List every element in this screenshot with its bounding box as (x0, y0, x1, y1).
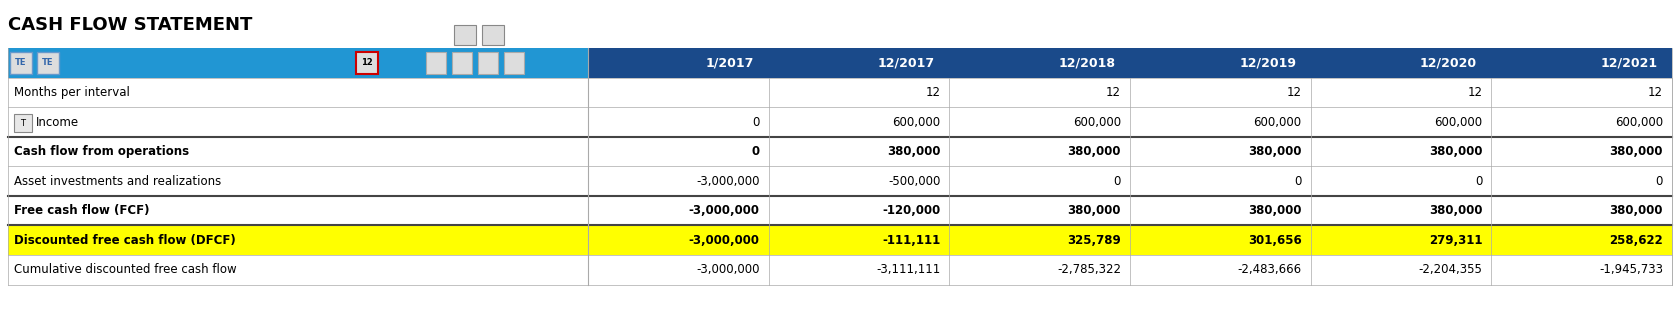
Text: 0: 0 (1294, 175, 1302, 188)
Text: 380,000: 380,000 (1067, 204, 1121, 217)
Text: -3,000,000: -3,000,000 (696, 175, 759, 188)
Text: 12/2017: 12/2017 (877, 56, 934, 69)
FancyBboxPatch shape (8, 78, 588, 108)
FancyBboxPatch shape (588, 137, 1672, 167)
Text: 301,656: 301,656 (1248, 234, 1302, 247)
Text: 0: 0 (1475, 175, 1482, 188)
FancyBboxPatch shape (13, 114, 32, 132)
Text: -111,111: -111,111 (882, 234, 941, 247)
Text: 1/2017: 1/2017 (706, 56, 754, 69)
Text: 380,000: 380,000 (1428, 204, 1482, 217)
Text: 258,622: 258,622 (1609, 234, 1663, 247)
Text: -2,204,355: -2,204,355 (1418, 263, 1482, 276)
FancyBboxPatch shape (454, 25, 475, 45)
FancyBboxPatch shape (588, 225, 1672, 255)
Text: -3,000,000: -3,000,000 (696, 263, 759, 276)
Text: 0: 0 (1114, 175, 1121, 188)
Text: 0: 0 (753, 116, 759, 129)
Text: -120,000: -120,000 (882, 204, 941, 217)
FancyBboxPatch shape (8, 108, 588, 137)
FancyBboxPatch shape (8, 167, 588, 196)
Text: 12: 12 (926, 86, 941, 99)
Text: 279,311: 279,311 (1428, 234, 1482, 247)
FancyBboxPatch shape (588, 48, 1672, 78)
Text: 380,000: 380,000 (887, 145, 941, 158)
Text: 0: 0 (751, 145, 759, 158)
Text: -500,000: -500,000 (889, 175, 941, 188)
Text: 600,000: 600,000 (892, 116, 941, 129)
Text: Income: Income (35, 116, 79, 129)
Text: 12: 12 (1648, 86, 1663, 99)
Text: Months per interval: Months per interval (13, 86, 129, 99)
Text: 325,789: 325,789 (1067, 234, 1121, 247)
Text: T: T (20, 119, 25, 128)
FancyBboxPatch shape (588, 255, 1672, 285)
FancyBboxPatch shape (8, 48, 588, 78)
FancyBboxPatch shape (425, 52, 445, 74)
Text: Free cash flow (FCF): Free cash flow (FCF) (13, 204, 150, 217)
Text: Asset investments and realizations: Asset investments and realizations (13, 175, 222, 188)
FancyBboxPatch shape (10, 52, 32, 74)
Text: -2,483,666: -2,483,666 (1238, 263, 1302, 276)
Text: 380,000: 380,000 (1428, 145, 1482, 158)
Text: 0: 0 (1655, 175, 1663, 188)
FancyBboxPatch shape (8, 255, 588, 285)
Text: 12/2020: 12/2020 (1420, 56, 1477, 69)
FancyBboxPatch shape (588, 78, 1672, 108)
Text: -3,000,000: -3,000,000 (689, 234, 759, 247)
Text: Cash flow from operations: Cash flow from operations (13, 145, 190, 158)
Text: Cumulative discounted free cash flow: Cumulative discounted free cash flow (13, 263, 237, 276)
FancyBboxPatch shape (356, 52, 378, 74)
Text: 380,000: 380,000 (1248, 145, 1302, 158)
Text: 12: 12 (1467, 86, 1482, 99)
FancyBboxPatch shape (477, 52, 497, 74)
Text: TE: TE (42, 58, 54, 67)
FancyBboxPatch shape (504, 52, 524, 74)
FancyBboxPatch shape (8, 137, 588, 167)
Text: -3,000,000: -3,000,000 (689, 204, 759, 217)
Text: 600,000: 600,000 (1435, 116, 1482, 129)
Text: 12/2019: 12/2019 (1240, 56, 1297, 69)
Text: 12/2021: 12/2021 (1601, 56, 1658, 69)
Text: 12: 12 (1287, 86, 1302, 99)
Text: Discounted free cash flow (DFCF): Discounted free cash flow (DFCF) (13, 234, 235, 247)
FancyBboxPatch shape (588, 167, 1672, 196)
Text: -3,111,111: -3,111,111 (875, 263, 941, 276)
FancyBboxPatch shape (588, 196, 1672, 225)
FancyBboxPatch shape (8, 196, 588, 225)
Text: 12/2018: 12/2018 (1058, 56, 1116, 69)
FancyBboxPatch shape (452, 52, 472, 74)
FancyBboxPatch shape (482, 25, 504, 45)
Text: TE: TE (15, 58, 27, 67)
FancyBboxPatch shape (8, 225, 588, 255)
Text: 600,000: 600,000 (1614, 116, 1663, 129)
Text: 600,000: 600,000 (1074, 116, 1121, 129)
Text: -1,945,733: -1,945,733 (1599, 263, 1663, 276)
Text: CASH FLOW STATEMENT: CASH FLOW STATEMENT (8, 16, 252, 34)
FancyBboxPatch shape (37, 52, 59, 74)
Text: 380,000: 380,000 (1609, 145, 1663, 158)
Text: 380,000: 380,000 (1248, 204, 1302, 217)
Text: 12: 12 (1105, 86, 1121, 99)
Text: 600,000: 600,000 (1253, 116, 1302, 129)
Text: 380,000: 380,000 (1609, 204, 1663, 217)
Text: -2,785,322: -2,785,322 (1057, 263, 1121, 276)
FancyBboxPatch shape (588, 108, 1672, 137)
Text: 380,000: 380,000 (1067, 145, 1121, 158)
Text: 12: 12 (361, 58, 373, 67)
